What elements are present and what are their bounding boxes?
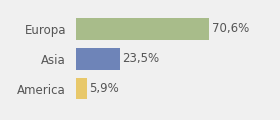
Bar [76,78,87,99]
Text: 23,5%: 23,5% [122,52,160,65]
Bar [76,48,120,70]
Text: 70,6%: 70,6% [212,22,249,35]
Bar [76,18,209,40]
Text: 5,9%: 5,9% [89,82,119,95]
